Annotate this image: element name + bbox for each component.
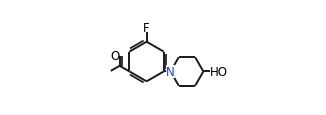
Text: O: O (111, 49, 120, 62)
Text: N: N (166, 65, 175, 78)
Text: F: F (143, 22, 150, 35)
Text: HO: HO (210, 65, 228, 78)
